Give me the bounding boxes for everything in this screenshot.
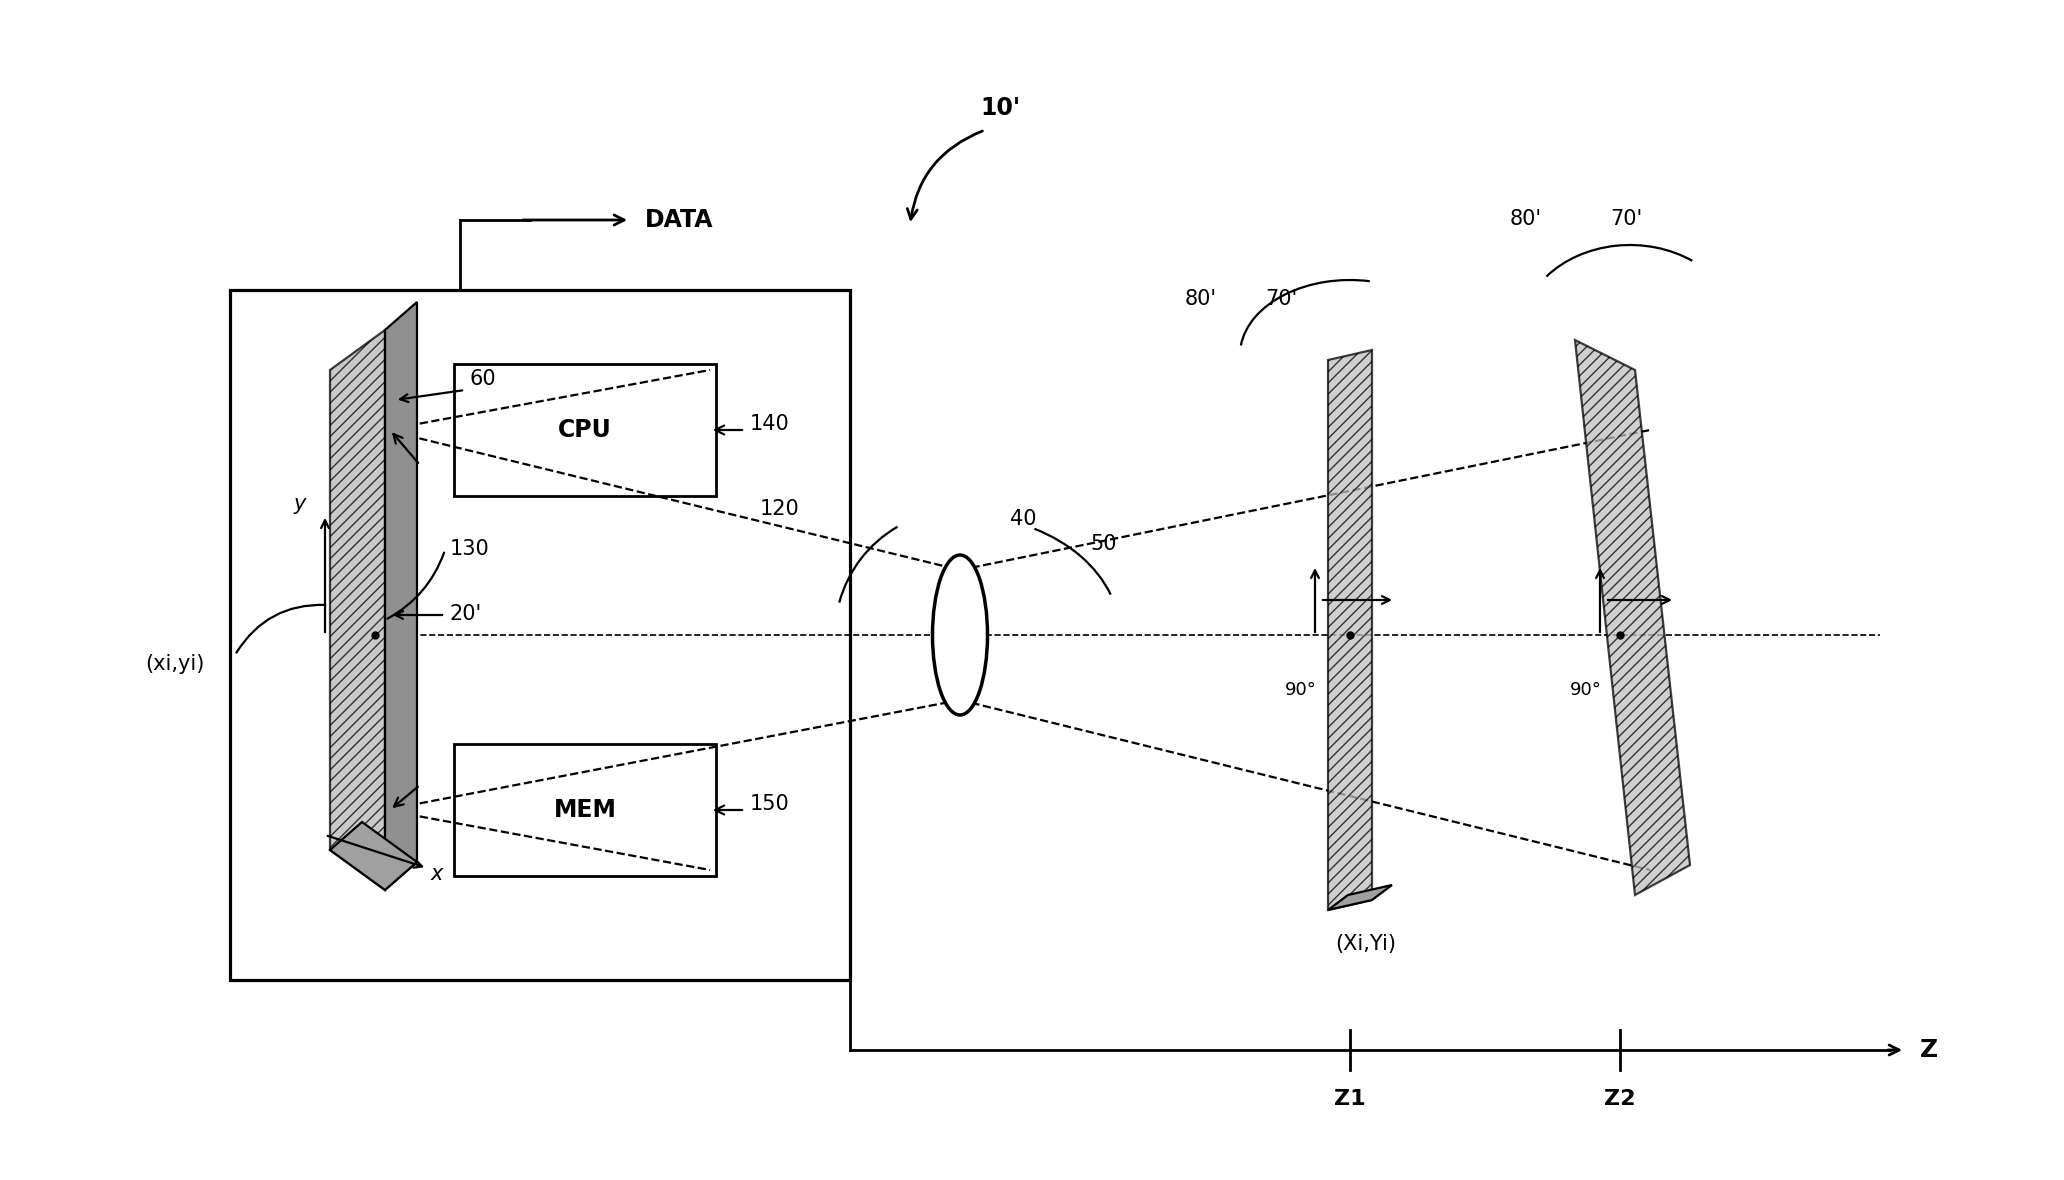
Text: (Xi,Yi): (Xi,Yi) [1335, 935, 1395, 953]
Text: 150: 150 [749, 794, 791, 814]
Text: Z: Z [1920, 1038, 1938, 1062]
Text: 10': 10' [980, 96, 1020, 120]
Polygon shape [330, 822, 417, 890]
Text: CPU: CPU [557, 418, 611, 442]
Text: 70': 70' [1610, 209, 1643, 229]
Text: 40: 40 [1009, 509, 1036, 529]
Text: 80': 80' [1511, 209, 1542, 229]
Text: 70': 70' [1265, 289, 1298, 309]
FancyBboxPatch shape [454, 363, 716, 496]
Text: 120: 120 [760, 499, 799, 519]
Text: (xi,yi): (xi,yi) [144, 654, 204, 674]
Text: MEM: MEM [553, 798, 617, 822]
Text: x: x [431, 864, 444, 884]
Text: 20': 20' [450, 604, 483, 624]
Polygon shape [1327, 885, 1391, 910]
Text: 90°: 90° [1571, 681, 1602, 699]
Text: Z2: Z2 [1604, 1089, 1637, 1109]
FancyBboxPatch shape [454, 745, 716, 876]
Text: 60: 60 [471, 369, 497, 389]
Polygon shape [386, 302, 417, 890]
Polygon shape [1575, 340, 1690, 894]
Text: 90°: 90° [1286, 681, 1317, 699]
Polygon shape [1327, 350, 1373, 910]
Text: 80': 80' [1185, 289, 1218, 309]
Text: 140: 140 [749, 414, 791, 434]
Ellipse shape [933, 555, 987, 715]
Text: 50: 50 [1090, 535, 1117, 553]
Text: Z1: Z1 [1333, 1089, 1366, 1109]
Text: y: y [293, 494, 305, 514]
Polygon shape [330, 330, 386, 890]
Text: DATA: DATA [644, 208, 714, 232]
Bar [229, 290, 850, 981]
Text: 130: 130 [450, 539, 489, 559]
